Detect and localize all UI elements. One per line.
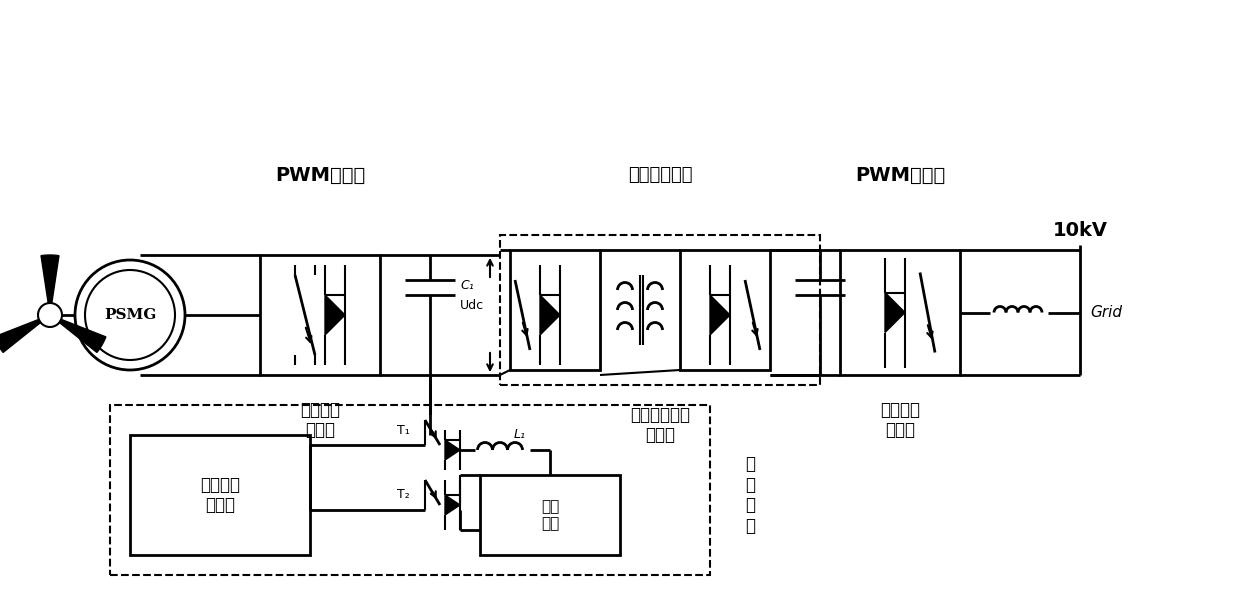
Bar bbox=[260, 255, 379, 375]
Bar bbox=[110, 405, 711, 575]
Bar bbox=[500, 235, 820, 385]
Bar bbox=[480, 475, 620, 555]
Text: 整流电路
控制器: 整流电路 控制器 bbox=[300, 400, 340, 439]
Text: 储
能
装
置: 储 能 装 置 bbox=[745, 455, 755, 535]
Text: L₁: L₁ bbox=[515, 428, 526, 441]
Text: Udc: Udc bbox=[460, 299, 484, 312]
Text: 10kV: 10kV bbox=[1053, 221, 1107, 240]
Text: C₁: C₁ bbox=[460, 278, 474, 292]
Polygon shape bbox=[445, 495, 460, 515]
Polygon shape bbox=[539, 295, 560, 335]
Text: PWM变流器: PWM变流器 bbox=[275, 165, 365, 184]
Polygon shape bbox=[711, 295, 730, 335]
Bar bbox=[510, 250, 600, 370]
Polygon shape bbox=[41, 255, 60, 303]
Text: T₁: T₁ bbox=[397, 424, 410, 437]
Text: 直流升压电路
控制器: 直流升压电路 控制器 bbox=[630, 406, 689, 444]
Text: T₂: T₂ bbox=[397, 488, 410, 502]
Polygon shape bbox=[445, 440, 460, 460]
Text: PSMG: PSMG bbox=[104, 308, 156, 322]
Text: 直流升压环节: 直流升压环节 bbox=[627, 166, 692, 184]
Bar bbox=[130, 435, 310, 555]
Polygon shape bbox=[325, 295, 345, 335]
Text: 储能电路
控制器: 储能电路 控制器 bbox=[200, 475, 241, 515]
Bar bbox=[839, 250, 960, 375]
Text: PWM变流器: PWM变流器 bbox=[854, 165, 945, 184]
Polygon shape bbox=[885, 293, 905, 333]
Polygon shape bbox=[0, 320, 41, 352]
Text: 逆变电路
控制器: 逆变电路 控制器 bbox=[880, 400, 920, 439]
Text: Grid: Grid bbox=[1090, 305, 1122, 320]
Polygon shape bbox=[60, 320, 105, 352]
Bar bbox=[680, 250, 770, 370]
Text: 超级
电容: 超级 电容 bbox=[541, 499, 559, 531]
